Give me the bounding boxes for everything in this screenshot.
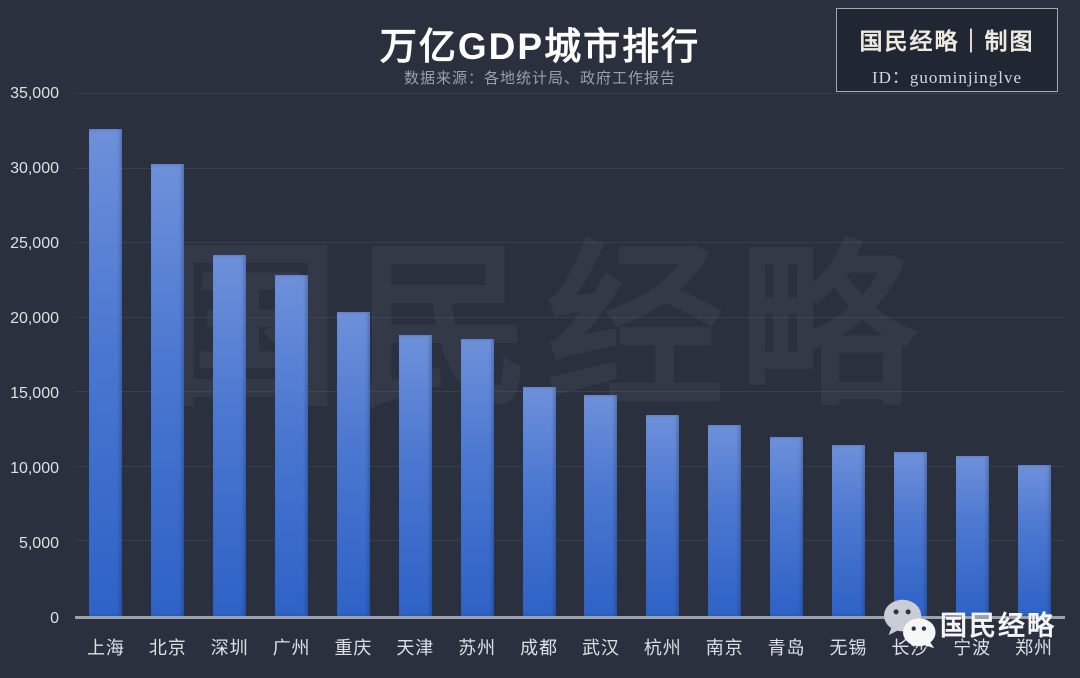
bar-武汉 <box>584 394 618 616</box>
bar-chart-plot <box>75 93 1065 619</box>
bar-slot <box>323 94 385 616</box>
bar-广州 <box>275 275 309 616</box>
bar-slot <box>446 94 508 616</box>
y-tick-label: 0 <box>50 610 59 627</box>
y-tick-label: 5,000 <box>18 535 59 553</box>
bar-slot <box>632 94 694 616</box>
brand-name: 国民经略｜制图 <box>859 29 1035 54</box>
y-tick-label: 15,000 <box>10 385 59 402</box>
data-source-note: 数据来源：各地统计局、政府工作报告 <box>403 70 676 87</box>
bar-杭州 <box>646 414 680 616</box>
bar-郑州 <box>1017 464 1051 616</box>
gridline <box>75 316 1065 318</box>
bar-成都 <box>522 387 556 616</box>
y-tick-label: 25,000 <box>10 235 59 252</box>
x-tick-label: 广州 <box>272 638 311 658</box>
x-tick-label: 宁波 <box>953 638 992 658</box>
y-tick-label: 35,000 <box>10 85 59 102</box>
bar-苏州 <box>460 338 494 616</box>
bar-slot <box>879 94 941 616</box>
y-tick-label: 20,000 <box>10 310 59 328</box>
x-tick-label: 武汉 <box>581 638 620 658</box>
bar-南京 <box>708 424 742 616</box>
y-tick-label: 10,000 <box>10 460 59 478</box>
x-tick-label: 郑州 <box>1015 638 1054 658</box>
bar-slot <box>199 94 261 616</box>
x-tick-label: 南京 <box>705 638 744 658</box>
bar-青岛 <box>770 437 804 616</box>
bar-slot <box>261 94 323 616</box>
gridline <box>75 465 1065 467</box>
bar-深圳 <box>213 254 247 616</box>
x-tick-label: 北京 <box>148 638 187 658</box>
gridline <box>75 540 1065 542</box>
bar-北京 <box>151 163 185 616</box>
wechat-icon <box>882 597 938 649</box>
bar-slot <box>570 94 632 616</box>
bar-slot <box>694 94 756 616</box>
x-axis-labels: 上海 北京 深圳 广州 重庆 天津 苏州 成都 武汉 杭州 南京 青岛 无锡 长沙 宁波 郑州 <box>75 634 1065 660</box>
x-tick-label: 深圳 <box>210 638 249 658</box>
gridline <box>75 167 1065 169</box>
footer-brand-label: 国民经略 <box>940 610 1056 641</box>
bar-长沙 <box>893 451 927 616</box>
bar-slot <box>508 94 570 616</box>
x-tick-label: 上海 <box>86 638 125 658</box>
brand-wechat-id: ID：guominjinglve <box>871 68 1023 87</box>
bar-上海 <box>89 128 123 616</box>
y-tick-label: 30,000 <box>10 160 59 177</box>
bar-slot <box>818 94 880 616</box>
x-tick-label: 苏州 <box>458 638 497 658</box>
x-tick-label: 成都 <box>520 638 559 658</box>
footer-brand: 国民经略 <box>882 597 1056 649</box>
gridline <box>75 93 1065 94</box>
x-tick-label: 杭州 <box>643 638 682 658</box>
bar-slot <box>1003 94 1065 616</box>
bar-slot <box>137 94 199 616</box>
bar-天津 <box>398 335 432 616</box>
gridline <box>75 391 1065 393</box>
bar-无锡 <box>831 445 865 616</box>
bar-slot <box>75 94 137 616</box>
bar-slot <box>941 94 1003 616</box>
bar-series <box>75 94 1065 616</box>
gridline <box>75 242 1065 244</box>
x-tick-label: 重庆 <box>334 638 373 658</box>
x-tick-label: 青岛 <box>767 638 806 658</box>
bar-slot <box>756 94 818 616</box>
y-axis-labels: 0 5,000 10,000 15,000 20,000 25,000 30,000 35,0… <box>0 85 63 627</box>
page-title: 万亿GDP城市排行 <box>379 26 701 67</box>
x-tick-label: 天津 <box>396 638 435 658</box>
bar-重庆 <box>336 312 370 616</box>
brand-box: 国民经略｜制图 ID：guominjinglve <box>836 8 1058 92</box>
bar-slot <box>384 94 446 616</box>
x-tick-label: 无锡 <box>829 638 868 658</box>
bar-宁波 <box>955 455 989 616</box>
